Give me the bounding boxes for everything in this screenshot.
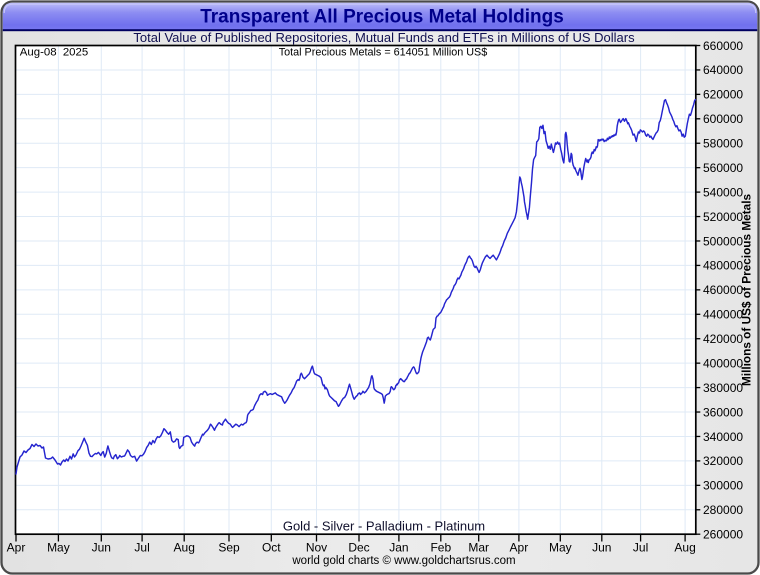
svg-text:620000: 620000 [703,88,743,102]
svg-text:500000: 500000 [703,234,743,248]
svg-text:580000: 580000 [703,137,743,151]
svg-text:Total Precious Metals = 614051: Total Precious Metals = 614051 Million U… [279,47,488,59]
svg-text:Jun: Jun [592,541,611,555]
svg-text:360000: 360000 [703,405,743,419]
svg-text:Transparent All Precious Metal: Transparent All Precious Metal Holdings [200,7,564,28]
svg-text:Apr: Apr [7,541,26,555]
svg-text:Millions of US$ of Precious Me: Millions of US$ of Precious Metals [740,194,754,387]
svg-text:640000: 640000 [703,63,743,77]
svg-text:480000: 480000 [703,259,743,273]
svg-text:280000: 280000 [703,503,743,517]
svg-text:world gold charts © www.goldch: world gold charts © www.goldchartsrus.co… [291,555,515,567]
svg-text:Oct: Oct [262,541,281,555]
svg-text:Jun: Jun [92,541,111,555]
svg-text:Jul: Jul [633,541,648,555]
svg-text:Feb: Feb [430,541,451,555]
svg-text:380000: 380000 [703,381,743,395]
svg-text:Aug: Aug [174,541,195,555]
svg-text:660000: 660000 [703,39,743,53]
svg-text:420000: 420000 [703,332,743,346]
svg-text:320000: 320000 [703,454,743,468]
svg-text:260000: 260000 [703,528,743,542]
svg-text:Jul: Jul [134,541,149,555]
svg-text:Total Value of Published Repos: Total Value of Published Repositories, M… [133,30,635,45]
svg-text:May: May [47,541,70,555]
svg-text:400000: 400000 [703,356,743,370]
svg-text:520000: 520000 [703,210,743,224]
svg-text:Apr: Apr [510,541,529,555]
svg-text:Gold - Silver - Palladium - Pl: Gold - Silver - Palladium - Platinum [283,519,485,534]
svg-text:Jan: Jan [389,541,408,555]
svg-text:Sep: Sep [218,541,240,555]
svg-text:600000: 600000 [703,112,743,126]
svg-text:440000: 440000 [703,308,743,322]
svg-text:May: May [549,541,572,555]
svg-text:460000: 460000 [703,283,743,297]
svg-text:340000: 340000 [703,430,743,444]
svg-text:Dec: Dec [348,541,369,555]
svg-text:300000: 300000 [703,479,743,493]
svg-text:Nov: Nov [306,541,327,555]
svg-text:540000: 540000 [703,185,743,199]
svg-text:Mar: Mar [468,541,489,555]
svg-text:560000: 560000 [703,161,743,175]
svg-text:Aug: Aug [674,541,695,555]
